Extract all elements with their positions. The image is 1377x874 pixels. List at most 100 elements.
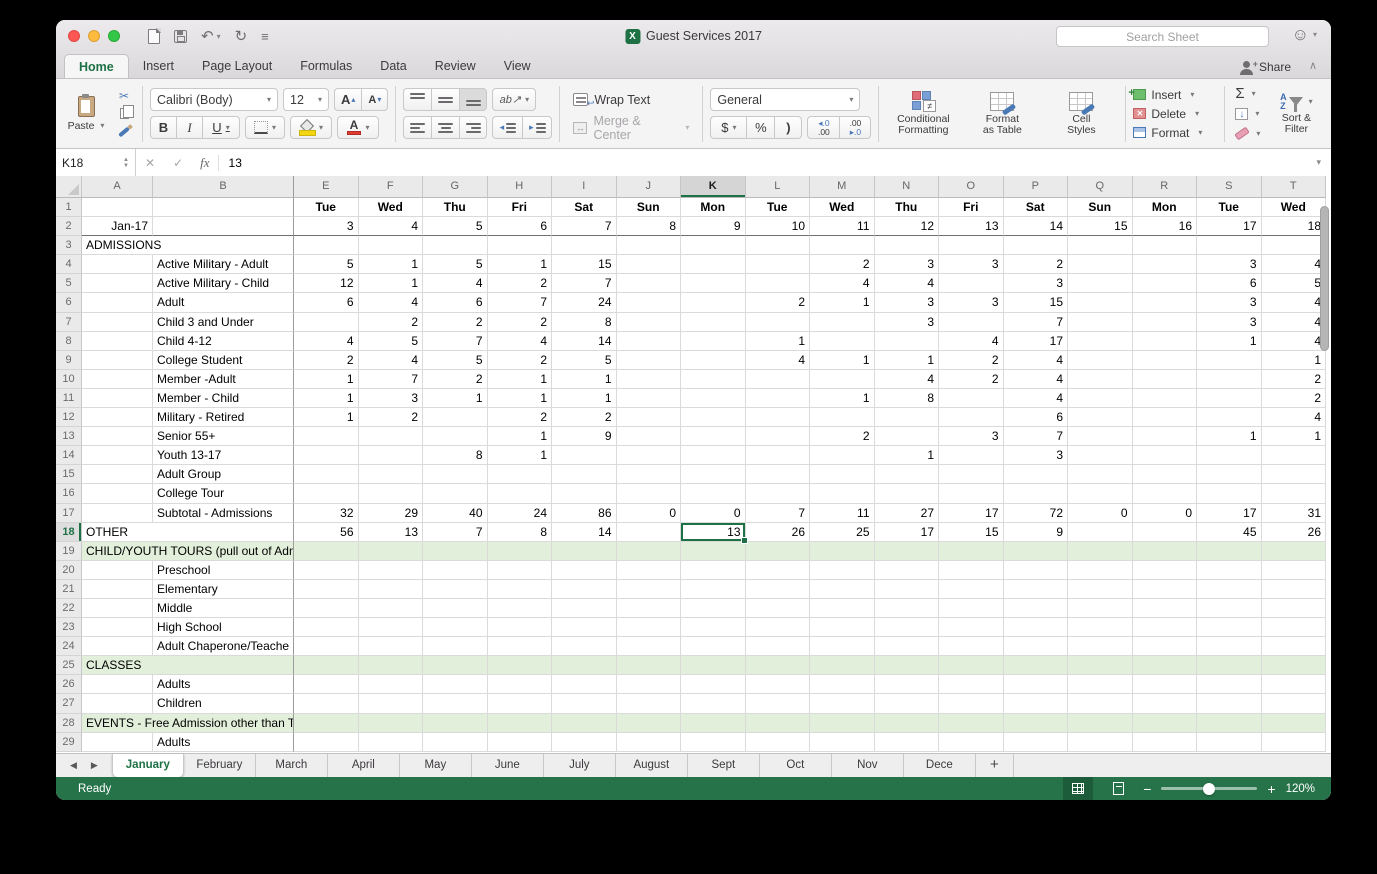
collapse-ribbon-icon[interactable]: ∧ [1308, 60, 1317, 72]
cell-A28[interactable]: EVENTS - Free Admission other than T [82, 713, 294, 733]
zoom-out-button[interactable]: − [1143, 780, 1152, 797]
cell-P6[interactable]: 15 [1003, 293, 1068, 313]
column-header-J[interactable]: J [616, 176, 681, 198]
cell-R2[interactable]: 16 [1132, 217, 1197, 237]
cell-R23[interactable] [1132, 618, 1197, 638]
column-header-H[interactable]: H [487, 176, 552, 198]
cell-R8[interactable] [1132, 331, 1197, 351]
cell-O8[interactable]: 4 [939, 331, 1004, 351]
column-header-F[interactable]: F [358, 176, 423, 198]
row-header-11[interactable]: 11 [56, 388, 82, 409]
row-header-8[interactable]: 8 [56, 331, 82, 351]
cell-T1[interactable]: Wed [1261, 198, 1326, 218]
align-right-button[interactable] [459, 116, 488, 139]
cell-A17[interactable] [82, 503, 153, 523]
cell-E12[interactable]: 1 [294, 408, 359, 428]
cell-A14[interactable] [82, 446, 153, 466]
row-header-9[interactable]: 9 [56, 350, 82, 370]
cell-L9[interactable]: 4 [745, 350, 810, 370]
decrease-decimal-button[interactable]: .00 ▸.0 [839, 116, 872, 139]
cell-L15[interactable] [745, 465, 810, 485]
cell-H19[interactable] [487, 541, 552, 561]
row-header-12[interactable]: 12 [56, 408, 82, 428]
cell-Q27[interactable] [1068, 694, 1133, 714]
column-header-S[interactable]: S [1197, 176, 1262, 198]
cell-S2[interactable]: 17 [1197, 217, 1262, 237]
cell-K26[interactable] [681, 675, 746, 695]
cell-G4[interactable]: 5 [423, 255, 488, 275]
cell-Q22[interactable] [1068, 598, 1133, 619]
cell-B26[interactable]: Adults [153, 675, 294, 695]
cell-E6[interactable]: 6 [294, 293, 359, 313]
cell-I5[interactable]: 7 [552, 274, 617, 294]
cell-E1[interactable]: Tue [294, 198, 359, 218]
cell-M24[interactable] [810, 637, 875, 657]
cell-T20[interactable] [1261, 560, 1326, 580]
cell-T9[interactable]: 1 [1261, 350, 1326, 370]
cell-P14[interactable]: 3 [1003, 446, 1068, 466]
cell-L28[interactable] [745, 713, 810, 733]
cell-N16[interactable] [874, 484, 939, 504]
cell-H12[interactable]: 2 [487, 408, 552, 428]
cell-R25[interactable] [1132, 656, 1197, 676]
row-header-13[interactable]: 13 [56, 427, 82, 447]
cell-P29[interactable] [1003, 732, 1068, 752]
cell-H23[interactable] [487, 618, 552, 638]
cell-H5[interactable]: 2 [487, 274, 552, 294]
cell-M28[interactable] [810, 713, 875, 733]
cell-T5[interactable]: 5 [1261, 274, 1326, 294]
cell-F1[interactable]: Wed [358, 198, 423, 218]
cell-J15[interactable] [616, 465, 681, 485]
cell-P5[interactable]: 3 [1003, 274, 1068, 294]
cell-Q1[interactable]: Sun [1068, 198, 1133, 218]
cell-S17[interactable]: 17 [1197, 503, 1262, 523]
cell-M16[interactable] [810, 484, 875, 504]
cell-P21[interactable] [1003, 579, 1068, 599]
cell-B9[interactable]: College Student [153, 350, 294, 370]
cell-H27[interactable] [487, 694, 552, 714]
cell-A15[interactable] [82, 465, 153, 485]
cell-G3[interactable] [423, 236, 488, 256]
sheet-nav-left-icon[interactable]: ◀ [70, 760, 77, 770]
cell-Q24[interactable] [1068, 637, 1133, 657]
cell-I7[interactable]: 8 [552, 312, 617, 332]
cell-J6[interactable] [616, 293, 681, 313]
cell-J28[interactable] [616, 713, 681, 733]
cell-O13[interactable]: 3 [939, 427, 1004, 447]
increase-indent-button[interactable]: ▸ [522, 116, 553, 139]
cell-N6[interactable]: 3 [874, 293, 939, 313]
cell-K11[interactable] [681, 388, 746, 409]
cell-B7[interactable]: Child 3 and Under [153, 312, 294, 332]
cell-H17[interactable]: 24 [487, 503, 552, 523]
cell-S14[interactable] [1197, 446, 1262, 466]
cell-L24[interactable] [745, 637, 810, 657]
cell-S26[interactable] [1197, 675, 1262, 695]
cell-G15[interactable] [423, 465, 488, 485]
cell-B16[interactable]: College Tour [153, 484, 294, 504]
column-header-K[interactable]: K [681, 176, 746, 198]
column-header-N[interactable]: N [874, 176, 939, 198]
cell-O19[interactable] [939, 541, 1004, 561]
cell-J11[interactable] [616, 388, 681, 409]
cell-Q9[interactable] [1068, 350, 1133, 370]
cell-P12[interactable]: 6 [1003, 408, 1068, 428]
row-header-5[interactable]: 5 [56, 274, 82, 294]
cell-J25[interactable] [616, 656, 681, 676]
cell-E13[interactable] [294, 427, 359, 447]
cell-N2[interactable]: 12 [874, 217, 939, 237]
cell-Q8[interactable] [1068, 331, 1133, 351]
cell-N27[interactable] [874, 694, 939, 714]
cell-I29[interactable] [552, 732, 617, 752]
cell-E25[interactable] [294, 656, 359, 676]
cell-N8[interactable] [874, 331, 939, 351]
cell-F10[interactable]: 7 [358, 369, 423, 389]
cell-Q7[interactable] [1068, 312, 1133, 332]
cell-H6[interactable]: 7 [487, 293, 552, 313]
cell-L26[interactable] [745, 675, 810, 695]
cell-B20[interactable]: Preschool [153, 560, 294, 580]
cell-I18[interactable]: 14 [552, 522, 617, 542]
cell-R10[interactable] [1132, 369, 1197, 389]
cell-T13[interactable]: 1 [1261, 427, 1326, 447]
align-bottom-button[interactable] [459, 88, 488, 111]
cell-G24[interactable] [423, 637, 488, 657]
